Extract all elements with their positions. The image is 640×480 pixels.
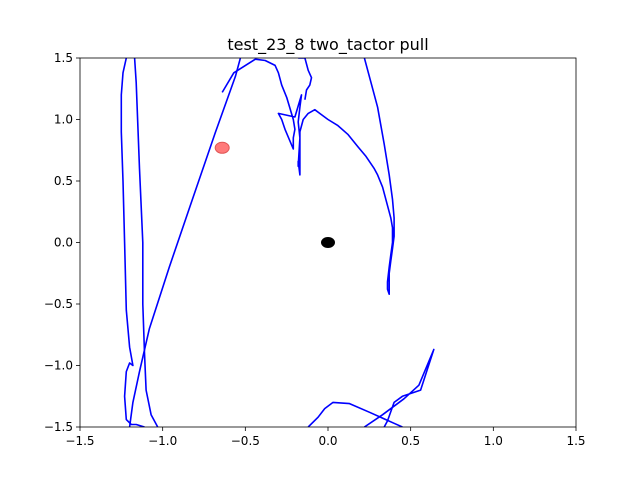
x-tick-label: 0.0 (318, 434, 337, 448)
x-tick-label: −1.0 (148, 434, 177, 448)
x-tick-label: 1.5 (566, 434, 585, 448)
trajectory-line-4 (221, 58, 395, 296)
y-tick-label: −1.5 (44, 420, 73, 434)
x-tick-label: 0.5 (401, 434, 420, 448)
y-tick-label: −1.0 (44, 359, 73, 373)
y-tick-label: 1.0 (54, 113, 73, 127)
chart-title: test_23_8 two_tactor pull (227, 35, 428, 55)
trajectory-line-3 (128, 58, 242, 427)
trajectory-line-6 (307, 401, 403, 427)
y-tick-label: −0.5 (44, 297, 73, 311)
y-axis-ticks: −1.5 −1.0 −0.5 0.0 0.5 1.0 1.5 (44, 51, 80, 434)
trajectory-line-2 (133, 58, 159, 427)
x-tick-label: −1.5 (65, 434, 94, 448)
trajectory-line-5 (298, 58, 313, 100)
x-tick-label: −0.5 (231, 434, 260, 448)
trajectory-line-1 (120, 58, 145, 427)
origin-marker (321, 237, 335, 248)
trajectory-line-7 (363, 348, 435, 427)
y-tick-label: 0.5 (54, 174, 73, 188)
x-tick-label: 1.0 (484, 434, 503, 448)
y-tick-label: 0.0 (54, 236, 73, 250)
x-axis-ticks: −1.5 −1.0 −0.5 0.0 0.5 1.0 1.5 (65, 427, 586, 448)
series-layer (120, 58, 435, 427)
marker-layer (214, 141, 335, 248)
target-marker (214, 141, 230, 154)
y-tick-label: 1.5 (54, 51, 73, 65)
